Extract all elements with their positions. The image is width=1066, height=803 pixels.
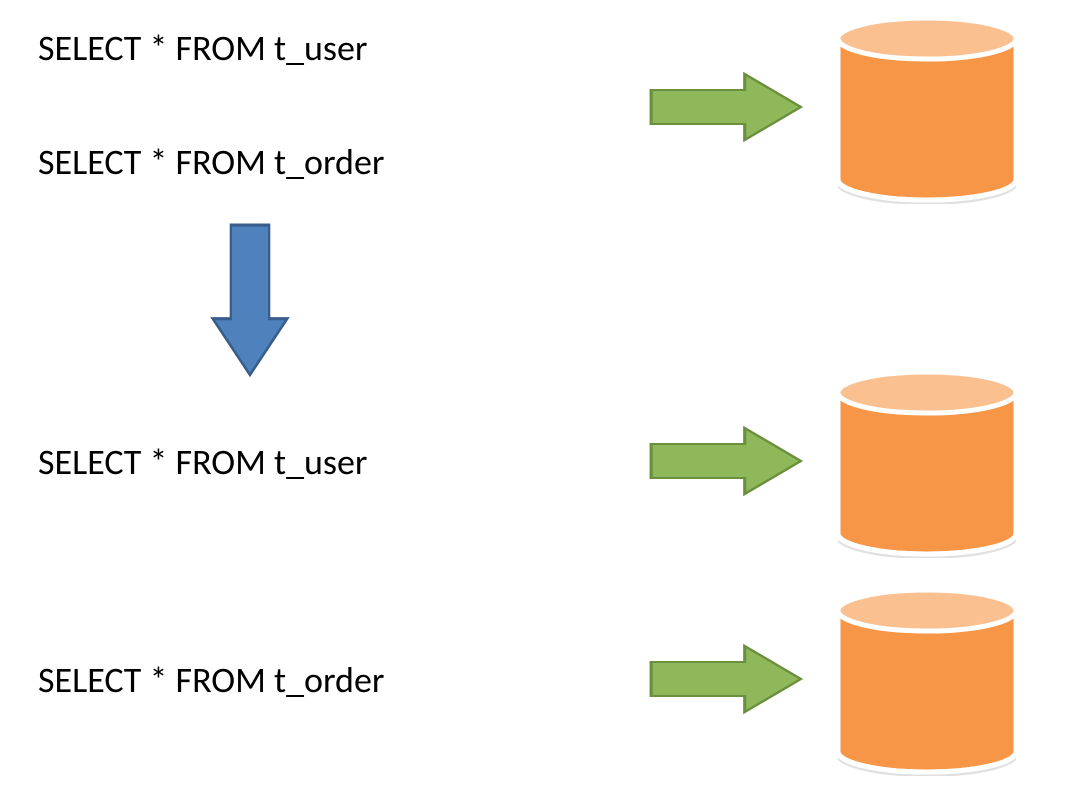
arrow-down-icon	[206, 222, 294, 378]
arrow-right-icon-1	[648, 68, 804, 146]
database-icon-1	[838, 14, 1016, 204]
database-icon-2	[838, 368, 1016, 558]
arrow-right-icon-2	[648, 422, 804, 500]
sql-query-3: SELECT * FROM t_user	[38, 440, 367, 484]
sql-query-4: SELECT * FROM t_order	[38, 658, 384, 702]
sql-query-1: SELECT * FROM t_user	[38, 26, 367, 70]
arrow-right-icon-3	[648, 640, 804, 718]
sql-query-2: SELECT * FROM t_order	[38, 140, 384, 184]
database-icon-3	[838, 586, 1016, 776]
